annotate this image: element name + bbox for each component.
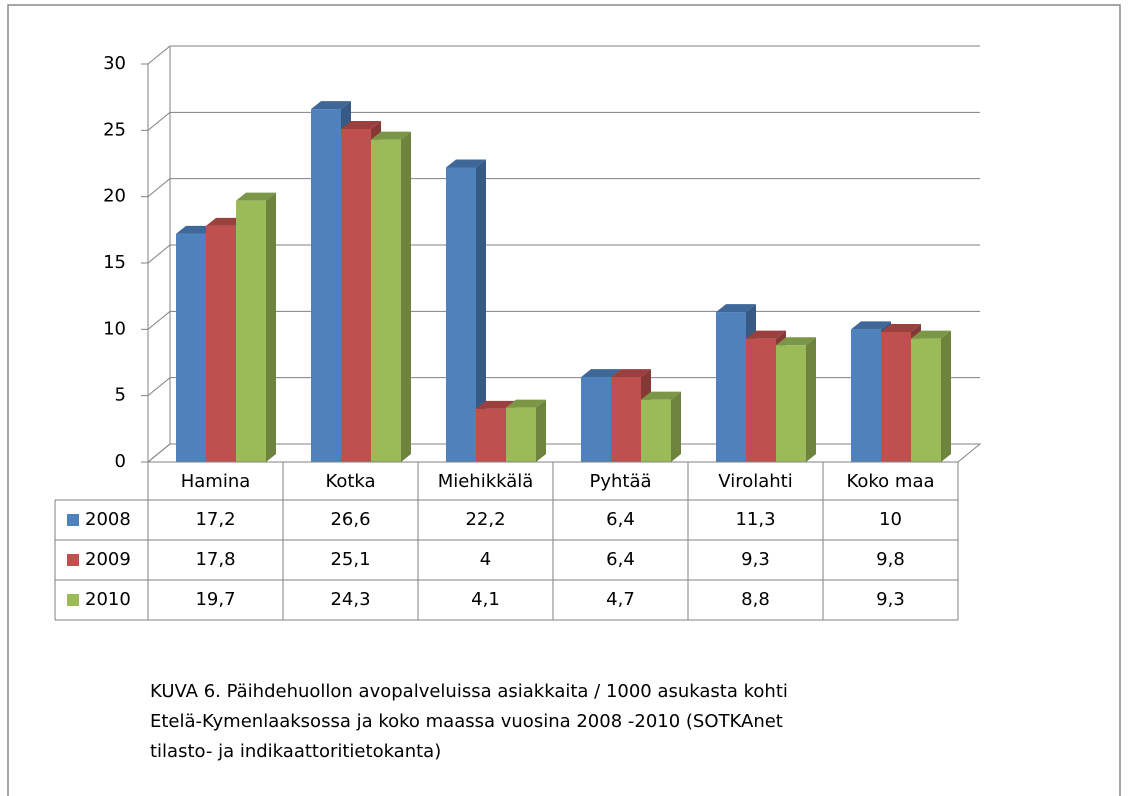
bar-top xyxy=(581,369,621,378)
bar xyxy=(311,109,341,463)
bar xyxy=(716,312,746,462)
bar-side xyxy=(941,330,951,462)
bar xyxy=(506,407,536,462)
bar-side xyxy=(401,131,411,462)
table-value: 4,1 xyxy=(471,589,500,610)
table-value: 17,8 xyxy=(195,549,235,570)
table-value: 26,6 xyxy=(330,509,370,530)
y-tick-label: 10 xyxy=(103,318,126,339)
bar-side xyxy=(671,391,681,462)
bar xyxy=(476,408,506,462)
legend-key xyxy=(67,594,79,606)
caption: KUVA 6. Päihdehuollon avopalveluissa asi… xyxy=(150,681,788,702)
caption: Etelä-Kymenlaaksossa ja koko maassa vuos… xyxy=(150,711,783,732)
x-tick-label: Kotka xyxy=(325,471,375,492)
bar-top xyxy=(506,399,546,408)
bar-top xyxy=(881,323,921,332)
bar xyxy=(851,329,881,462)
bar-top xyxy=(371,131,411,140)
bar xyxy=(881,331,911,462)
bar-top xyxy=(476,400,516,409)
bar-top xyxy=(716,304,756,313)
x-tick-label: Pyhtää xyxy=(589,471,651,492)
table-value: 8,8 xyxy=(741,589,770,610)
table-value: 24,3 xyxy=(330,589,370,610)
bar xyxy=(206,225,236,462)
bar-side xyxy=(806,337,816,462)
bar-top xyxy=(746,330,786,339)
x-tick-label: Koko maa xyxy=(846,471,934,492)
bar xyxy=(641,399,671,462)
table-value: 17,2 xyxy=(195,509,235,530)
bar-top xyxy=(776,337,816,346)
y-tick-label: 20 xyxy=(103,186,126,207)
y-tick-label: 30 xyxy=(103,53,126,74)
bar-top xyxy=(446,159,486,168)
bar xyxy=(371,139,401,462)
table-value: 6,4 xyxy=(606,509,635,530)
x-tick-label: Virolahti xyxy=(718,471,792,492)
bar-top xyxy=(851,321,891,330)
bar-top xyxy=(641,391,681,400)
legend-key xyxy=(67,554,79,566)
table-value: 4,7 xyxy=(606,589,635,610)
table-value: 9,3 xyxy=(876,589,905,610)
table-value: 11,3 xyxy=(735,509,775,530)
grid-line xyxy=(147,377,171,397)
bar xyxy=(776,345,806,462)
y-tick-label: 0 xyxy=(115,451,126,472)
caption: tilasto- ja indikaattoritietokanta) xyxy=(150,741,441,762)
bar xyxy=(746,338,776,462)
bar xyxy=(236,200,266,462)
x-tick-label: Miehikkälä xyxy=(438,471,534,492)
bar-top xyxy=(341,121,381,130)
grid-line xyxy=(147,310,171,330)
legend-key xyxy=(67,514,79,526)
bar xyxy=(341,129,371,463)
bar xyxy=(176,233,206,462)
y-tick-label: 15 xyxy=(103,252,126,273)
table-value: 25,1 xyxy=(330,549,370,570)
bar xyxy=(446,167,476,463)
table-value: 22,2 xyxy=(465,509,505,530)
x-tick-label: Hamina xyxy=(181,471,251,492)
y-tick-label: 25 xyxy=(103,119,126,140)
bar-side xyxy=(536,399,546,462)
grid-line xyxy=(147,244,171,264)
y-tick-label: 5 xyxy=(115,385,126,406)
bar xyxy=(611,377,641,462)
bar-side xyxy=(476,159,486,463)
table-value: 4 xyxy=(480,549,491,570)
bar-top xyxy=(911,330,951,339)
bar xyxy=(911,338,941,462)
table-value: 10 xyxy=(879,509,902,530)
table-value: 6,4 xyxy=(606,549,635,570)
grid-line xyxy=(147,443,171,463)
table-value: 9,3 xyxy=(741,549,770,570)
grid-line xyxy=(147,178,171,198)
bar-top xyxy=(236,192,276,201)
bar-top xyxy=(311,101,351,110)
legend-label: 2008 xyxy=(85,509,131,530)
table-value: 9,8 xyxy=(876,549,905,570)
table-value: 19,7 xyxy=(195,589,235,610)
legend-label: 2009 xyxy=(85,549,131,570)
bar-side xyxy=(266,192,276,462)
bar xyxy=(581,377,611,462)
legend-label: 2010 xyxy=(85,589,131,610)
grid-line xyxy=(147,45,171,65)
grid-line xyxy=(147,111,171,131)
frame xyxy=(7,4,1121,796)
bar-top xyxy=(611,369,651,378)
